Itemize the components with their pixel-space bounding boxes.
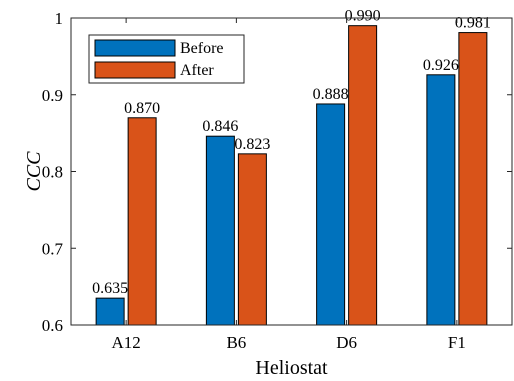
x-tick-label: F1 <box>448 333 466 352</box>
bar-after-d6 <box>348 25 378 326</box>
bar-before-d6 <box>316 103 346 326</box>
y-tick-label: 0.9 <box>42 86 63 105</box>
x-tick-label: B6 <box>226 333 246 352</box>
y-tick-label: 0.7 <box>42 239 64 258</box>
data-label-before-d6: 0.888 <box>313 86 349 103</box>
data-label-after-b6: 0.823 <box>234 136 270 153</box>
bar-after-b6 <box>237 153 267 326</box>
data-label-before-a12: 0.635 <box>92 280 128 297</box>
data-label-before-b6: 0.846 <box>202 118 238 135</box>
legend-swatch-after <box>94 61 176 79</box>
y-tick-label: 1 <box>55 9 64 28</box>
bar-after-f1 <box>458 32 488 326</box>
legend-swatch-before <box>94 39 176 57</box>
data-label-after-d6: 0.990 <box>345 8 381 25</box>
bars-group <box>95 25 488 326</box>
legend-label-before: Before <box>180 40 224 57</box>
x-tick-label: A12 <box>111 333 140 352</box>
data-label-after-a12: 0.870 <box>124 100 160 117</box>
bar-before-f1 <box>426 74 456 326</box>
bar-before-a12 <box>95 297 125 326</box>
data-label-before-f1: 0.926 <box>423 57 459 74</box>
axis-ticks-group <box>71 17 512 326</box>
x-tick-label: D6 <box>336 333 357 352</box>
legend-label-after: After <box>180 62 214 79</box>
y-tick-label: 0.8 <box>42 163 63 182</box>
y-axis-title: CCC <box>23 151 45 192</box>
legend: Before After <box>88 34 245 84</box>
data-label-after-f1: 0.981 <box>455 15 491 32</box>
x-tick-labels: A12 B6 D6 F1 <box>111 333 465 352</box>
x-axis-title: Heliostat <box>255 357 328 379</box>
bar-before-b6 <box>205 135 235 326</box>
bar-after-a12 <box>127 117 157 326</box>
y-tick-label: 0.6 <box>42 316 63 335</box>
y-tick-labels: 0.6 0.7 0.8 0.9 1 <box>42 9 64 335</box>
